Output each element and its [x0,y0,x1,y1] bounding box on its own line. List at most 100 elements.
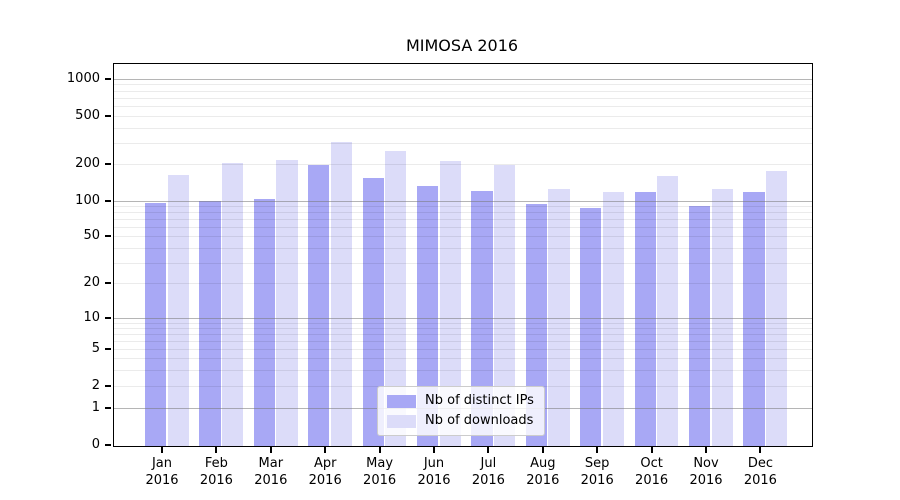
x-tick-label-dec: Dec 2016 [724,455,796,489]
bar-downloads-nov [711,188,733,446]
bar-downloads-jul [494,165,516,446]
year-label: 2016 [689,473,723,488]
bar-distinct-ips-jun [417,186,439,446]
gridline-minor-5 [114,349,812,351]
bar-downloads-mar [276,159,298,446]
y-tick-1000 [105,77,111,80]
gridline-minor-20 [114,283,812,285]
bar-downloads-jan [167,174,189,446]
year-label: 2016 [417,473,451,488]
y-tick-label-100: 100 [75,192,100,208]
month-label: Oct [640,456,663,471]
bar-distinct-ips-sep [580,208,602,446]
gridline-minor-400 [114,127,812,129]
x-tick-label-may: May 2016 [344,455,416,489]
gridline-minor-90 [114,206,812,208]
bar-distinct-ips-nov [689,205,711,446]
gridline-minor-30 [114,262,812,264]
month-label: Dec [747,456,773,471]
gridline-minor-500 [114,116,812,118]
y-tick-label-1000: 1000 [66,70,100,86]
y-tick-label-10: 10 [83,310,100,326]
gridline-minor-900 [114,84,812,86]
gridline-minor-300 [114,142,812,144]
x-tick-label-feb: Feb 2016 [180,455,252,489]
month-label: Feb [204,456,228,471]
y-tick-200 [105,162,111,165]
legend-label: Nb of distinct IPs [425,393,534,408]
y-tick-label-20: 20 [83,275,100,291]
bar-downloads-aug [548,188,570,446]
x-tick-mar [269,447,272,453]
x-tick-label-jan: Jan 2016 [126,455,198,489]
x-tick-label-apr: Apr 2016 [289,455,361,489]
bar-downloads-may [385,151,407,446]
gridline-minor-80 [114,212,812,214]
month-label: Sep [584,456,610,471]
gridline-minor-70 [114,219,812,221]
year-label: 2016 [254,473,288,488]
gridline-major-10 [114,318,812,320]
x-tick-label-jul: Jul 2016 [452,455,524,489]
year-label: 2016 [526,473,560,488]
bar-distinct-ips-may [362,178,384,446]
month-label: Aug [530,456,556,471]
y-tick-label-0: 0 [91,437,100,452]
legend: Nb of distinct IPs Nb of downloads [377,386,545,436]
bar-downloads-oct [657,175,679,446]
gridline-major-100 [114,200,812,202]
bar-downloads-jun [439,161,461,446]
month-label: May [366,456,394,471]
bar-downloads-apr [330,142,352,446]
month-label: Apr [313,456,337,471]
y-tick-1 [105,407,111,410]
gridline-minor-200 [114,163,812,165]
legend-item-distinct-ips: Nb of distinct IPs [387,394,534,408]
y-tick-50 [105,235,111,238]
y-tick-label-1: 1 [91,400,100,416]
x-tick-label-jun: Jun 2016 [398,455,470,489]
y-tick-label-500: 500 [75,108,100,124]
month-label: Jan [151,456,173,471]
legend-item-downloads: Nb of downloads [387,414,534,428]
gridline-minor-700 [114,97,812,99]
x-tick-nov [705,447,707,453]
y-tick-label-2: 2 [91,378,100,394]
gridline-minor-50 [114,236,812,238]
x-tick-label-oct: Oct 2016 [616,455,688,489]
x-tick-may [378,447,381,453]
gridline-minor-60 [114,227,812,229]
x-tick-oct [650,447,653,453]
x-tick-jan [161,447,163,453]
month-label: Mar [258,456,284,471]
gridline-minor-7 [114,334,812,336]
bar-distinct-ips-feb [199,201,221,446]
plot-area: Nb of distinct IPs Nb of downloads [113,63,813,447]
year-label: 2016 [363,473,397,488]
bar-distinct-ips-aug [525,203,547,446]
x-tick-jun [433,447,435,453]
gridline-minor-6 [114,341,812,343]
legend-label: Nb of downloads [425,413,534,428]
bar-downloads-feb [222,162,244,446]
bar-distinct-ips-jul [471,190,493,446]
year-label: 2016 [145,473,179,488]
month-label: Nov [693,456,719,471]
gridline-minor-40 [114,247,812,249]
bar-downloads-dec [766,171,788,446]
y-tick-2 [105,385,111,388]
legend-swatch-downloads [387,414,416,428]
legend-swatch-distinct-ips [387,394,416,408]
x-tick-dec [759,447,762,453]
x-tick-apr [324,447,327,453]
gridline-minor-3 [114,369,812,371]
y-tick-100 [105,199,111,202]
year-label: 2016 [199,473,233,488]
gridline-minor-4 [114,358,812,360]
y-tick-label-200: 200 [75,155,100,171]
gridline-minor-8 [114,328,812,330]
y-tick-0 [105,444,111,446]
y-tick-10 [105,317,111,320]
month-label: Jun [423,456,445,471]
x-tick-aug [541,447,544,453]
